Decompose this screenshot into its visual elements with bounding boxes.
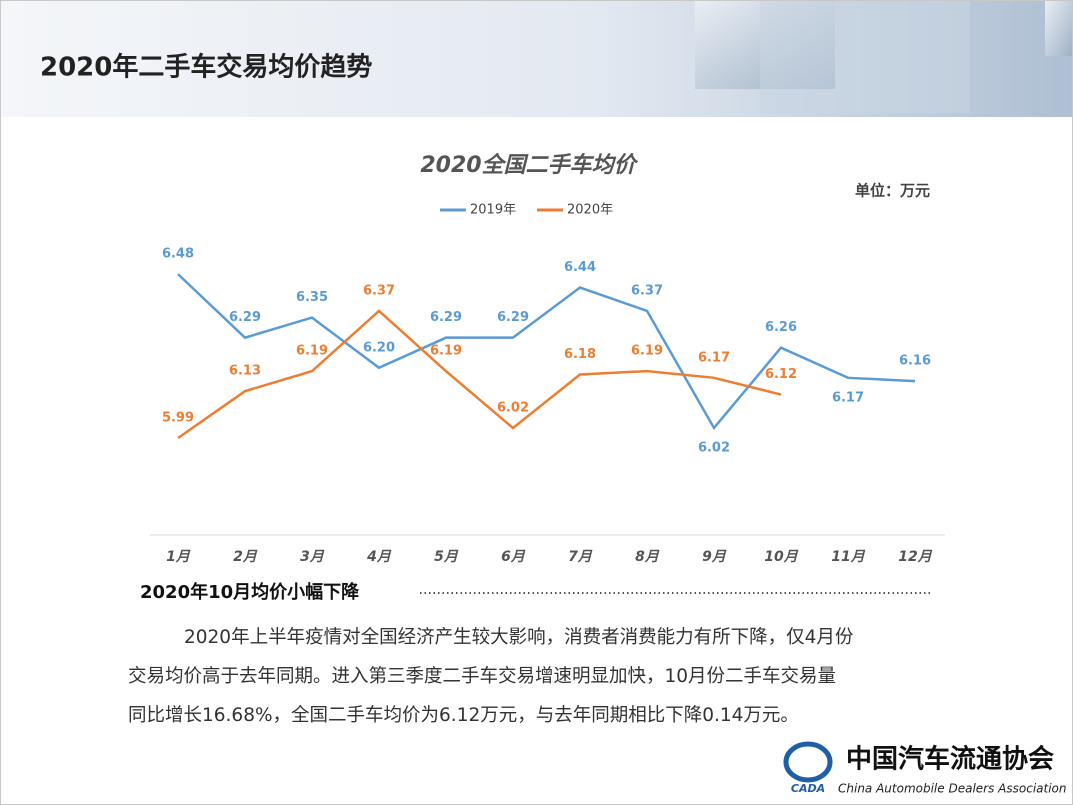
legend-label: 2020年: [567, 203, 613, 218]
data-label: 6.29: [497, 310, 529, 325]
data-label: 6.26: [765, 320, 797, 335]
data-label: 6.19: [430, 344, 462, 359]
data-label: 6.12: [765, 367, 797, 382]
header-cube: [1045, 1, 1072, 56]
x-tick-label: 3月: [300, 549, 325, 565]
data-label: 6.29: [229, 310, 261, 325]
x-tick-label: 4月: [366, 549, 392, 565]
x-tick-label: 2月: [233, 549, 258, 565]
data-label: 6.17: [698, 350, 730, 365]
x-tick-label: 11月: [831, 549, 865, 565]
series-line: [177, 273, 916, 431]
data-label: 6.29: [430, 310, 462, 325]
data-label: 5.99: [162, 411, 194, 426]
data-label: 6.37: [631, 283, 663, 298]
x-tick-label: 7月: [568, 549, 593, 565]
x-tick-label: 10月: [764, 549, 798, 565]
x-tick-label: 5月: [434, 549, 459, 565]
data-label: 6.44: [564, 260, 596, 275]
data-label: 6.02: [698, 440, 730, 455]
logo-name: 中国汽车流通协会: [846, 744, 1054, 775]
data-label: 6.17: [832, 390, 864, 405]
x-tick-label: 8月: [635, 549, 660, 565]
data-label: 6.35: [296, 290, 328, 305]
x-tick-label: 1月: [166, 549, 191, 565]
logo: 中国汽车流通协会 China Automobile Dealers Associ…: [783, 741, 1067, 796]
header-cube: [760, 1, 970, 113]
paragraph-line: 2020年上半年疫情对全国经济产生较大影响，消费者消费能力有所下降，仅4月份: [184, 627, 853, 648]
data-label: 6.16: [899, 354, 931, 369]
paragraph-line: 交易均价高于去年同期。进入第三季度二手车交易增速明显加快，10月份二手车交易量: [128, 666, 836, 687]
data-label: 6.02: [497, 400, 529, 415]
data-label: 6.48: [162, 247, 194, 262]
section-heading: 2020年10月均价小幅下降: [140, 581, 360, 603]
series-line: [177, 309, 782, 440]
unit-label: 单位：万元: [855, 182, 930, 200]
x-tick-label: 6月: [501, 549, 526, 565]
logo-english: China Automobile Dealers Association: [838, 782, 1067, 796]
logo-abbr: CADA: [791, 782, 825, 795]
logo-mark: [783, 741, 833, 783]
x-tick-label: 9月: [702, 549, 727, 565]
data-label: 6.20: [363, 340, 395, 355]
data-label: 6.37: [363, 283, 395, 298]
page-title: 2020年二手车交易均价趋势: [40, 52, 372, 83]
legend-label: 2019年: [470, 203, 516, 218]
x-tick-label: 12月: [898, 549, 932, 565]
data-label: 6.18: [564, 347, 596, 362]
chart-title: 2020全国二手车均价: [420, 152, 638, 178]
paragraph-line: 同比增长16.68%，全国二手车均价为6.12万元，与去年同期相比下降0.14万…: [128, 705, 799, 726]
data-label: 6.19: [631, 344, 663, 359]
data-label: 6.19: [296, 344, 328, 359]
data-label: 6.13: [229, 364, 261, 379]
